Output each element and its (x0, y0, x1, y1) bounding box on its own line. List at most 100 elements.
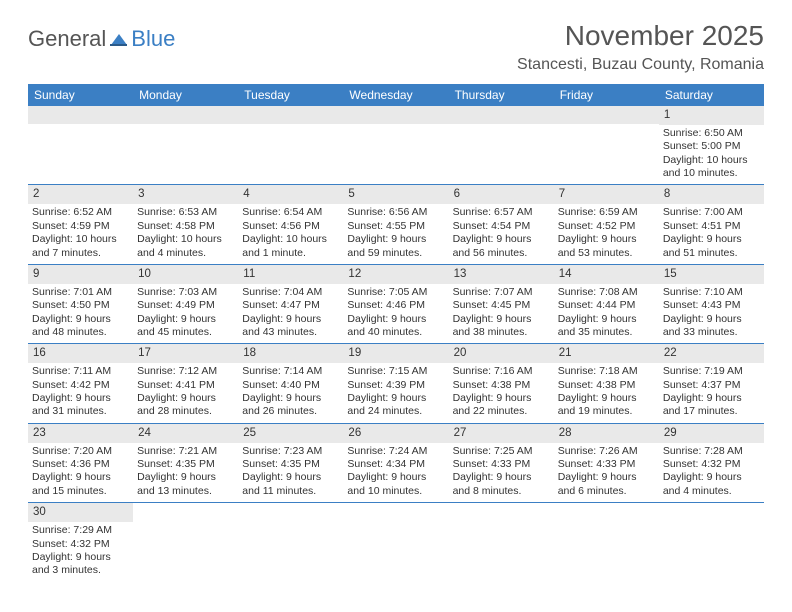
day1-text: Daylight: 9 hours (453, 233, 550, 246)
day1-text: Daylight: 9 hours (347, 471, 444, 484)
sunrise-text: Sunrise: 7:18 AM (558, 365, 655, 378)
sunset-text: Sunset: 4:32 PM (32, 538, 129, 551)
empty-day-bar (554, 106, 659, 124)
day2-text: and 17 minutes. (663, 405, 760, 418)
day-cell: 26Sunrise: 7:24 AMSunset: 4:34 PMDayligh… (343, 424, 448, 502)
day-number: 15 (659, 265, 764, 284)
day1-text: Daylight: 9 hours (32, 313, 129, 326)
day-number: 17 (133, 344, 238, 363)
day2-text: and 28 minutes. (137, 405, 234, 418)
day-cell: 22Sunrise: 7:19 AMSunset: 4:37 PMDayligh… (659, 344, 764, 422)
location: Stancesti, Buzau County, Romania (517, 56, 764, 74)
day-cell: 4Sunrise: 6:54 AMSunset: 4:56 PMDaylight… (238, 185, 343, 263)
day2-text: and 6 minutes. (558, 485, 655, 498)
day2-text: and 4 minutes. (663, 485, 760, 498)
day-number: 3 (133, 185, 238, 204)
day-cell (554, 106, 659, 184)
day-number: 27 (449, 424, 554, 443)
header: General Blue November 2025 Stancesti, Bu… (28, 20, 764, 74)
day1-text: Daylight: 9 hours (558, 471, 655, 484)
day-number: 12 (343, 265, 448, 284)
day2-text: and 10 minutes. (347, 485, 444, 498)
sunrise-text: Sunrise: 7:12 AM (137, 365, 234, 378)
sunrise-text: Sunrise: 7:15 AM (347, 365, 444, 378)
sunrise-text: Sunrise: 6:52 AM (32, 206, 129, 219)
day1-text: Daylight: 9 hours (137, 471, 234, 484)
day1-text: Daylight: 9 hours (558, 392, 655, 405)
day-cell (343, 503, 448, 581)
day1-text: Daylight: 10 hours (32, 233, 129, 246)
day-cell: 16Sunrise: 7:11 AMSunset: 4:42 PMDayligh… (28, 344, 133, 422)
day2-text: and 3 minutes. (32, 564, 129, 577)
day-cell: 20Sunrise: 7:16 AMSunset: 4:38 PMDayligh… (449, 344, 554, 422)
day-number: 29 (659, 424, 764, 443)
day-header: Wednesday (343, 84, 448, 106)
day2-text: and 38 minutes. (453, 326, 550, 339)
day-cell: 28Sunrise: 7:26 AMSunset: 4:33 PMDayligh… (554, 424, 659, 502)
sunset-text: Sunset: 5:00 PM (663, 140, 760, 153)
day-cell: 24Sunrise: 7:21 AMSunset: 4:35 PMDayligh… (133, 424, 238, 502)
day-number: 20 (449, 344, 554, 363)
day-cell: 11Sunrise: 7:04 AMSunset: 4:47 PMDayligh… (238, 265, 343, 343)
day-header: Tuesday (238, 84, 343, 106)
sunset-text: Sunset: 4:37 PM (663, 379, 760, 392)
day2-text: and 7 minutes. (32, 247, 129, 260)
day2-text: and 15 minutes. (32, 485, 129, 498)
day2-text: and 40 minutes. (347, 326, 444, 339)
day-header: Saturday (659, 84, 764, 106)
day2-text: and 4 minutes. (137, 247, 234, 260)
sunset-text: Sunset: 4:34 PM (347, 458, 444, 471)
day-cell (659, 503, 764, 581)
sunrise-text: Sunrise: 7:00 AM (663, 206, 760, 219)
day-number: 14 (554, 265, 659, 284)
day1-text: Daylight: 9 hours (32, 551, 129, 564)
sunset-text: Sunset: 4:43 PM (663, 299, 760, 312)
sunset-text: Sunset: 4:49 PM (137, 299, 234, 312)
week-row: 9Sunrise: 7:01 AMSunset: 4:50 PMDaylight… (28, 265, 764, 344)
sunset-text: Sunset: 4:47 PM (242, 299, 339, 312)
day1-text: Daylight: 9 hours (242, 392, 339, 405)
day-number: 21 (554, 344, 659, 363)
sunrise-text: Sunrise: 7:29 AM (32, 524, 129, 537)
day-number: 5 (343, 185, 448, 204)
sunset-text: Sunset: 4:51 PM (663, 220, 760, 233)
day2-text: and 24 minutes. (347, 405, 444, 418)
day2-text: and 1 minute. (242, 247, 339, 260)
day2-text: and 51 minutes. (663, 247, 760, 260)
sunset-text: Sunset: 4:54 PM (453, 220, 550, 233)
empty-day-bar (238, 106, 343, 124)
day-cell: 21Sunrise: 7:18 AMSunset: 4:38 PMDayligh… (554, 344, 659, 422)
day-cell: 9Sunrise: 7:01 AMSunset: 4:50 PMDaylight… (28, 265, 133, 343)
day-cell: 12Sunrise: 7:05 AMSunset: 4:46 PMDayligh… (343, 265, 448, 343)
day2-text: and 22 minutes. (453, 405, 550, 418)
day2-text: and 45 minutes. (137, 326, 234, 339)
day-cell: 3Sunrise: 6:53 AMSunset: 4:58 PMDaylight… (133, 185, 238, 263)
day-cell: 10Sunrise: 7:03 AMSunset: 4:49 PMDayligh… (133, 265, 238, 343)
sunrise-text: Sunrise: 6:59 AM (558, 206, 655, 219)
sunrise-text: Sunrise: 7:01 AM (32, 286, 129, 299)
sunset-text: Sunset: 4:58 PM (137, 220, 234, 233)
day-cell: 27Sunrise: 7:25 AMSunset: 4:33 PMDayligh… (449, 424, 554, 502)
day-number: 23 (28, 424, 133, 443)
week-row: 23Sunrise: 7:20 AMSunset: 4:36 PMDayligh… (28, 424, 764, 503)
logo-text-1: General (28, 26, 106, 52)
day-cell (238, 106, 343, 184)
day1-text: Daylight: 9 hours (663, 471, 760, 484)
sunset-text: Sunset: 4:35 PM (242, 458, 339, 471)
sunrise-text: Sunrise: 7:10 AM (663, 286, 760, 299)
flag-icon (109, 30, 129, 48)
sunrise-text: Sunrise: 6:56 AM (347, 206, 444, 219)
day-cell: 14Sunrise: 7:08 AMSunset: 4:44 PMDayligh… (554, 265, 659, 343)
sunrise-text: Sunrise: 7:20 AM (32, 445, 129, 458)
day-number: 19 (343, 344, 448, 363)
sunset-text: Sunset: 4:46 PM (347, 299, 444, 312)
day-cell: 1Sunrise: 6:50 AMSunset: 5:00 PMDaylight… (659, 106, 764, 184)
day-number: 25 (238, 424, 343, 443)
day-cell (343, 106, 448, 184)
day-number: 11 (238, 265, 343, 284)
day-cell: 15Sunrise: 7:10 AMSunset: 4:43 PMDayligh… (659, 265, 764, 343)
day-header-row: Sunday Monday Tuesday Wednesday Thursday… (28, 84, 764, 106)
sunrise-text: Sunrise: 7:23 AM (242, 445, 339, 458)
sunrise-text: Sunrise: 7:14 AM (242, 365, 339, 378)
day-number: 2 (28, 185, 133, 204)
